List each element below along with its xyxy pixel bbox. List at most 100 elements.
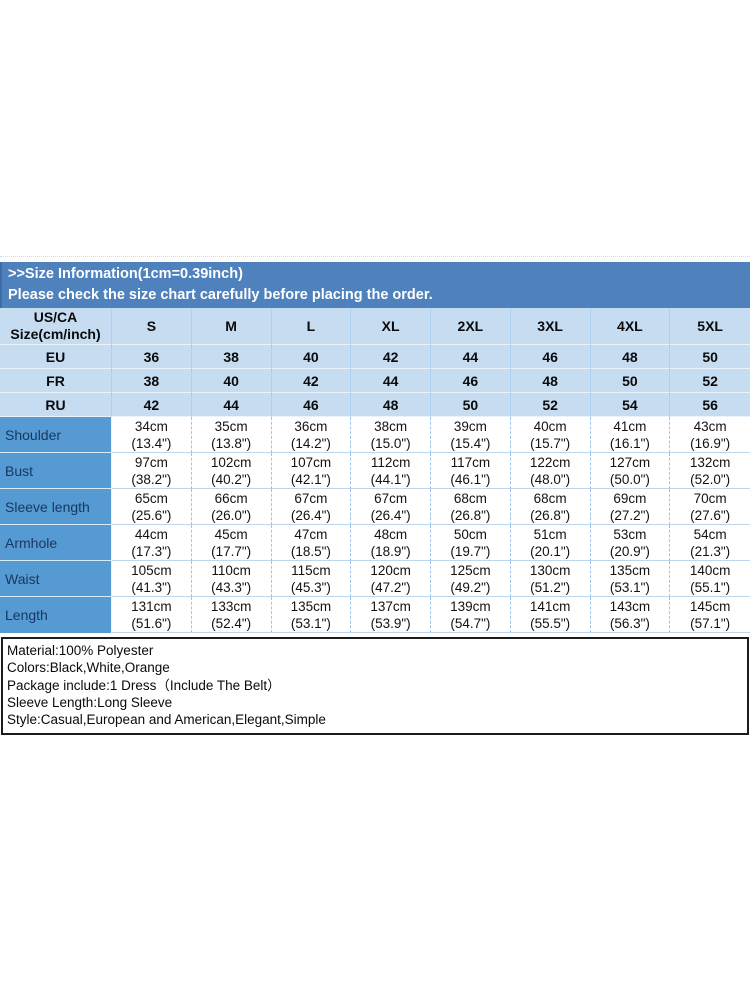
value-inch: (26.8") bbox=[530, 507, 571, 523]
measurement-value-cell: 115cm (45.3") bbox=[271, 561, 352, 597]
value-cm: 127cm bbox=[609, 454, 651, 470]
product-detail-line: Material:100% Polyester bbox=[7, 643, 154, 658]
value-cm: 140cm bbox=[689, 562, 731, 578]
value-inch: (48.0") bbox=[530, 471, 571, 487]
value-cm: 135cm bbox=[609, 562, 651, 578]
value-inch: (13.8") bbox=[211, 435, 252, 451]
measurement-value-cell: 143cm (56.3") bbox=[590, 597, 671, 633]
value-inch: (26.8") bbox=[450, 507, 491, 523]
measurement-value-cell: 120cm (47.2") bbox=[351, 561, 431, 597]
value-inch: (38.2") bbox=[131, 471, 172, 487]
region-size-cell: 36 bbox=[112, 345, 192, 369]
measurement-row: Armhole 44cm (17.3") 45cm (17.7") 47cm (18.5")… bbox=[0, 525, 750, 561]
value-inch: (49.2") bbox=[450, 579, 491, 595]
value-cm: 36cm bbox=[294, 418, 328, 434]
region-size-cell: 38 bbox=[191, 345, 272, 369]
measurement-value-cell: 53cm (20.9") bbox=[590, 525, 671, 561]
measurement-value-cell: 39cm (15.4") bbox=[431, 417, 511, 453]
value-cm: 125cm bbox=[450, 562, 491, 578]
measurement-value-cell: 110cm (43.3") bbox=[191, 561, 272, 597]
value-cm: 137cm bbox=[370, 598, 411, 614]
value-inch: (54.7") bbox=[450, 615, 491, 631]
value-cm: 50cm bbox=[453, 526, 487, 542]
size-column-header: XL bbox=[351, 308, 431, 345]
size-column-header: 4XL bbox=[590, 308, 671, 345]
measurement-row: Length 131cm (51.6") 133cm (52.4") 135cm (53.1… bbox=[0, 597, 750, 633]
corner-line-2: Size(cm/inch) bbox=[10, 326, 101, 342]
value-inch: (17.7") bbox=[211, 543, 252, 559]
value-cm: 39cm bbox=[453, 418, 487, 434]
measurement-value-cell: 139cm (54.7") bbox=[431, 597, 511, 633]
product-detail-line: Package include:1 Dress（Include The Belt… bbox=[7, 677, 281, 693]
region-size-cell: 54 bbox=[590, 393, 671, 417]
measurement-value-cell: 47cm (18.5") bbox=[271, 525, 352, 561]
region-size-cell: 46 bbox=[271, 393, 352, 417]
value-cm: 143cm bbox=[609, 598, 651, 614]
value-cm: 135cm bbox=[290, 598, 332, 614]
measurement-row: Shoulder 34cm (13.4") 35cm (13.8") 36cm (14.2"… bbox=[0, 417, 750, 453]
value-cm: 67cm bbox=[374, 490, 408, 506]
measurement-row: Waist 105cm (41.3") 110cm (43.3") 115cm (45.3"… bbox=[0, 561, 750, 597]
value-inch: (43.3") bbox=[211, 579, 252, 595]
measurement-value-cell: 38cm (15.0") bbox=[351, 417, 431, 453]
region-size-cell: 40 bbox=[271, 345, 352, 369]
region-size-cell: 40 bbox=[191, 369, 272, 393]
measurement-row-label: Waist bbox=[0, 561, 112, 597]
value-inch: (50.0") bbox=[609, 471, 650, 487]
value-inch: (14.2") bbox=[290, 435, 331, 451]
region-size-cell: 52 bbox=[670, 369, 750, 393]
value-inch: (16.1") bbox=[609, 435, 650, 451]
region-size-cell: 46 bbox=[510, 345, 591, 369]
measurement-value-cell: 43cm (16.9") bbox=[670, 417, 750, 453]
value-inch: (42.1") bbox=[290, 471, 331, 487]
value-inch: (57.1") bbox=[690, 615, 731, 631]
value-inch: (56.3") bbox=[609, 615, 650, 631]
product-detail-line: Sleeve Length:Long Sleeve bbox=[7, 694, 173, 710]
region-size-cell: 42 bbox=[112, 393, 192, 417]
region-size-cell: 52 bbox=[510, 393, 591, 417]
value-cm: 44cm bbox=[134, 526, 168, 542]
measurement-value-cell: 69cm (27.2") bbox=[590, 489, 671, 525]
value-cm: 43cm bbox=[693, 418, 727, 434]
measurement-value-cell: 132cm (52.0") bbox=[670, 453, 750, 489]
value-cm: 67cm bbox=[294, 490, 328, 506]
value-inch: (21.3") bbox=[690, 543, 731, 559]
value-cm: 38cm bbox=[374, 418, 408, 434]
banner-title: >>Size Information(1cm=0.39inch) bbox=[8, 266, 243, 282]
region-size-cell: 50 bbox=[670, 345, 750, 369]
value-cm: 115cm bbox=[291, 562, 331, 578]
value-inch: (25.6") bbox=[131, 507, 172, 523]
value-cm: 65cm bbox=[134, 490, 168, 506]
value-inch: (18.5") bbox=[290, 543, 331, 559]
value-inch: (53.9") bbox=[370, 615, 411, 631]
value-cm: 40cm bbox=[533, 418, 567, 434]
measurement-row-label: Bust bbox=[0, 453, 112, 489]
value-inch: (52.0") bbox=[690, 471, 731, 487]
value-inch: (40.2") bbox=[211, 471, 252, 487]
value-inch: (20.1") bbox=[530, 543, 571, 559]
measurement-value-cell: 105cm (41.3") bbox=[112, 561, 192, 597]
measurement-value-cell: 127cm (50.0") bbox=[590, 453, 671, 489]
value-inch: (55.5") bbox=[530, 615, 571, 631]
value-inch: (17.3") bbox=[131, 543, 172, 559]
value-cm: 66cm bbox=[214, 490, 248, 506]
measurement-value-cell: 50cm (19.7") bbox=[431, 525, 511, 561]
measurement-value-cell: 97cm (38.2") bbox=[112, 453, 192, 489]
region-size-cell: 48 bbox=[351, 393, 431, 417]
value-inch: (15.4") bbox=[450, 435, 491, 451]
measurement-value-cell: 107cm (42.1") bbox=[271, 453, 352, 489]
region-size-cell: 50 bbox=[590, 369, 671, 393]
measurement-row-label: Shoulder bbox=[0, 417, 112, 453]
measurement-value-cell: 40cm (15.7") bbox=[510, 417, 591, 453]
value-inch: (51.6") bbox=[131, 615, 172, 631]
value-cm: 120cm bbox=[370, 562, 411, 578]
value-inch: (13.4") bbox=[131, 435, 172, 451]
region-size-cell: 42 bbox=[351, 345, 431, 369]
value-inch: (27.2") bbox=[609, 507, 650, 523]
value-inch: (52.4") bbox=[211, 615, 252, 631]
value-cm: 133cm bbox=[210, 598, 252, 614]
region-row: EU 36 38 40 42 44 46 48 50 bbox=[0, 345, 750, 369]
value-cm: 102cm bbox=[210, 454, 252, 470]
value-inch: (47.2") bbox=[370, 579, 411, 595]
